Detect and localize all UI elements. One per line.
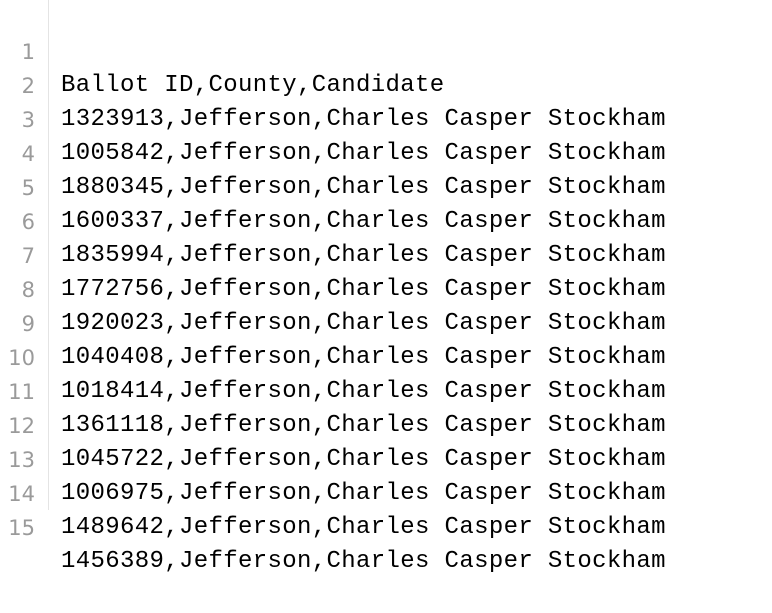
line-number: 2 bbox=[21, 74, 35, 98]
code-line[interactable]: 6 1835994,Jefferson,Charles Casper Stock… bbox=[0, 171, 772, 269]
line-text[interactable]: 1835994,Jefferson,Charles Casper Stockha… bbox=[61, 242, 666, 269]
line-number: 7 bbox=[21, 244, 35, 268]
line-number: 4 bbox=[21, 142, 35, 166]
line-number: 14 bbox=[8, 482, 35, 506]
code-line[interactable]: 1 Ballot ID,County,Candidate bbox=[0, 1, 772, 99]
line-text[interactable]: 1005842,Jefferson,Charles Casper Stockha… bbox=[61, 140, 666, 167]
code-line[interactable]: 4 1880345,Jefferson,Charles Casper Stock… bbox=[0, 103, 772, 201]
code-line[interactable]: 15 1456389,Jefferson,Charles Casper Stoc… bbox=[0, 477, 772, 575]
line-text[interactable]: Ballot ID,County,Candidate bbox=[61, 72, 445, 99]
line-text[interactable]: 1040408,Jefferson,Charles Casper Stockha… bbox=[61, 344, 666, 371]
line-number: 6 bbox=[21, 210, 35, 234]
code-line[interactable]: 13 1006975,Jefferson,Charles Casper Stoc… bbox=[0, 409, 772, 507]
code-line[interactable]: 2 1323913,Jefferson,Charles Casper Stock… bbox=[0, 35, 772, 133]
line-number: 13 bbox=[8, 448, 35, 472]
line-text[interactable]: 1018414,Jefferson,Charles Casper Stockha… bbox=[61, 378, 666, 405]
line-number: 9 bbox=[21, 312, 35, 336]
line-text[interactable]: 1920023,Jefferson,Charles Casper Stockha… bbox=[61, 310, 666, 337]
line-text[interactable]: 1361118,Jefferson,Charles Casper Stockha… bbox=[61, 412, 666, 439]
line-number: 10 bbox=[8, 346, 35, 370]
code-line[interactable]: 7 1772756,Jefferson,Charles Casper Stock… bbox=[0, 205, 772, 303]
line-number: 5 bbox=[21, 176, 35, 200]
code-line[interactable]: 3 1005842,Jefferson,Charles Casper Stock… bbox=[0, 69, 772, 167]
line-text[interactable]: 1772756,Jefferson,Charles Casper Stockha… bbox=[61, 276, 666, 303]
csv-editor[interactable]: 1 Ballot ID,County,Candidate 2 1323913,J… bbox=[0, 0, 772, 575]
line-number: 12 bbox=[8, 414, 35, 438]
line-text[interactable]: 1456389,Jefferson,Charles Casper Stockha… bbox=[61, 548, 666, 575]
code-line[interactable]: 5 1600337,Jefferson,Charles Casper Stock… bbox=[0, 137, 772, 235]
line-number: 8 bbox=[21, 278, 35, 302]
line-number-gutter bbox=[0, 0, 49, 510]
line-number: 15 bbox=[8, 516, 35, 540]
code-line[interactable]: 14 1489642,Jefferson,Charles Casper Stoc… bbox=[0, 443, 772, 541]
line-text[interactable]: 1600337,Jefferson,Charles Casper Stockha… bbox=[61, 208, 666, 235]
line-text[interactable]: 1323913,Jefferson,Charles Casper Stockha… bbox=[61, 106, 666, 133]
editor-lines: 1 Ballot ID,County,Candidate 2 1323913,J… bbox=[0, 1, 772, 575]
line-text[interactable]: 1489642,Jefferson,Charles Casper Stockha… bbox=[61, 514, 666, 541]
line-number: 11 bbox=[8, 380, 35, 404]
line-text[interactable]: 1006975,Jefferson,Charles Casper Stockha… bbox=[61, 480, 666, 507]
code-line[interactable]: 10 1018414,Jefferson,Charles Casper Stoc… bbox=[0, 307, 772, 405]
line-text[interactable]: 1880345,Jefferson,Charles Casper Stockha… bbox=[61, 174, 666, 201]
code-line[interactable]: 12 1045722,Jefferson,Charles Casper Stoc… bbox=[0, 375, 772, 473]
code-line[interactable]: 11 1361118,Jefferson,Charles Casper Stoc… bbox=[0, 341, 772, 439]
code-line[interactable]: 9 1040408,Jefferson,Charles Casper Stock… bbox=[0, 273, 772, 371]
line-number: 1 bbox=[21, 40, 35, 64]
line-number: 3 bbox=[21, 108, 35, 132]
code-line[interactable]: 8 1920023,Jefferson,Charles Casper Stock… bbox=[0, 239, 772, 337]
line-text[interactable]: 1045722,Jefferson,Charles Casper Stockha… bbox=[61, 446, 666, 473]
